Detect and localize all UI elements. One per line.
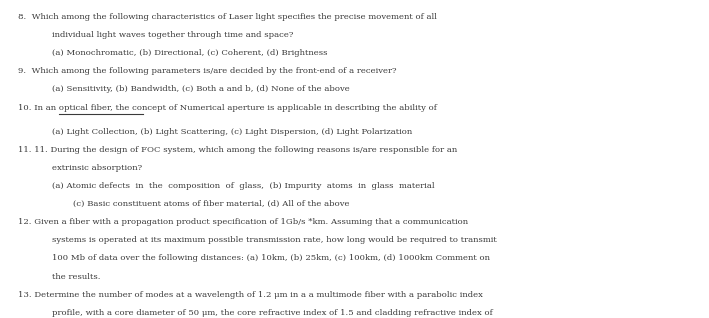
Text: 11. 11. During the design of FOC system, which among the following reasons is/ar: 11. 11. During the design of FOC system,… xyxy=(18,146,457,154)
Text: (a) Atomic defects  in  the  composition  of  glass,  (b) Impurity  atoms  in  g: (a) Atomic defects in the composition of… xyxy=(52,182,435,190)
Text: 13. Determine the number of modes at a wavelength of 1.2 μm in a a multimode fib: 13. Determine the number of modes at a w… xyxy=(18,291,482,299)
Text: 100 Mb of data over the following distances: (a) 10km, (b) 25km, (c) 100km, (d) : 100 Mb of data over the following distan… xyxy=(52,254,490,262)
Text: (a) Monochromatic, (b) Directional, (c) Coherent, (d) Brightness: (a) Monochromatic, (b) Directional, (c) … xyxy=(52,49,328,57)
Text: (a) Light Collection, (b) Light Scattering, (c) Light Dispersion, (d) Light Pola: (a) Light Collection, (b) Light Scatteri… xyxy=(52,128,413,136)
Text: individual light waves together through time and space?: individual light waves together through … xyxy=(52,31,294,39)
Text: 8.  Which among the following characteristics of Laser light specifies the preci: 8. Which among the following characteris… xyxy=(18,13,437,21)
Text: the results.: the results. xyxy=(52,273,101,280)
Text: extrinsic absorption?: extrinsic absorption? xyxy=(52,164,143,172)
Text: 9.  Which among the following parameters is/are decided by the front-end of a re: 9. Which among the following parameters … xyxy=(18,67,396,75)
Text: systems is operated at its maximum possible transmission rate, how long would be: systems is operated at its maximum possi… xyxy=(52,236,497,244)
Text: 10. In an optical fiber, the concept of Numerical aperture is applicable in desc: 10. In an optical fiber, the concept of … xyxy=(18,104,436,112)
Text: (a) Sensitivity, (b) Bandwidth, (c) Both a and b, (d) None of the above: (a) Sensitivity, (b) Bandwidth, (c) Both… xyxy=(52,86,350,93)
Text: profile, with a core diameter of 50 μm, the core refractive index of 1.5 and cla: profile, with a core diameter of 50 μm, … xyxy=(52,309,493,317)
Text: (c) Basic constituent atoms of fiber material, (d) All of the above: (c) Basic constituent atoms of fiber mat… xyxy=(73,200,350,208)
Text: 12. Given a fiber with a propagation product specification of 1Gb/s *km. Assumin: 12. Given a fiber with a propagation pro… xyxy=(18,218,468,226)
